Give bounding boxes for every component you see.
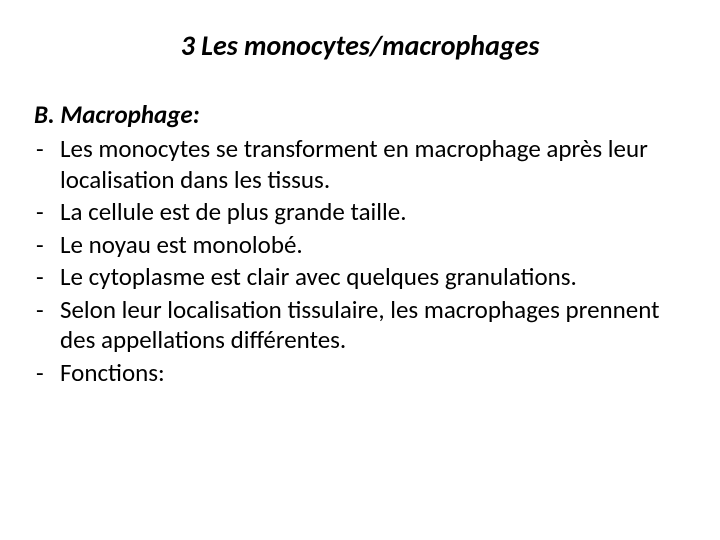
list-item: -Le cytoplasme est clair avec quelques g… (34, 262, 686, 293)
list-item: -Les monocytes se transforment en macrop… (34, 134, 686, 195)
bullet-dash: - (34, 197, 60, 228)
list-item: -Selon leur localisation tissulaire, les… (34, 295, 686, 356)
list-item-text: Fonctions: (60, 358, 686, 389)
bullet-dash: - (34, 134, 60, 165)
slide-title: 3 Les monocytes/macrophages (34, 28, 686, 63)
section-heading: B. Macrophage: (34, 99, 686, 130)
list-item-text: Les monocytes se transforment en macroph… (60, 134, 686, 195)
bullet-dash: - (34, 230, 60, 261)
list-item-text: Le noyau est monolobé. (60, 230, 686, 261)
list-item-text: Selon leur localisation tissulaire, les … (60, 295, 686, 356)
bullet-dash: - (34, 262, 60, 293)
slide: 3 Les monocytes/macrophages B. Macrophag… (0, 0, 720, 540)
list-item: -Fonctions: (34, 358, 686, 389)
list-item: -Le noyau est monolobé. (34, 230, 686, 261)
bullet-dash: - (34, 295, 60, 326)
list-item-text: La cellule est de plus grande taille. (60, 197, 686, 228)
bullet-list: -Les monocytes se transforment en macrop… (34, 134, 686, 388)
bullet-dash: - (34, 358, 60, 389)
list-item: -La cellule est de plus grande taille. (34, 197, 686, 228)
list-item-text: Le cytoplasme est clair avec quelques gr… (60, 262, 686, 293)
